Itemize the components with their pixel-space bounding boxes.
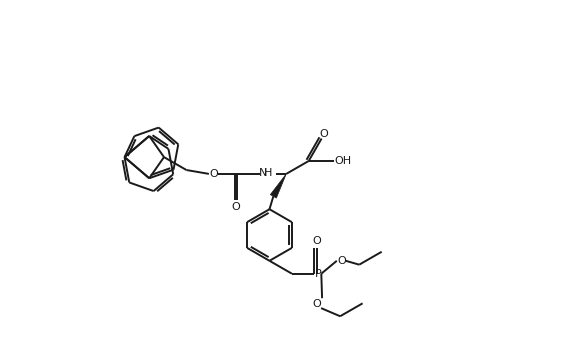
Text: O: O [210,169,218,179]
Text: O: O [312,236,321,246]
Text: N: N [259,168,267,178]
Text: P: P [315,269,321,279]
Text: O: O [313,299,321,309]
Text: OH: OH [335,156,352,166]
Text: H: H [264,168,273,178]
Text: O: O [338,256,346,266]
Text: O: O [319,129,328,139]
Text: O: O [231,202,240,212]
Polygon shape [270,174,286,198]
